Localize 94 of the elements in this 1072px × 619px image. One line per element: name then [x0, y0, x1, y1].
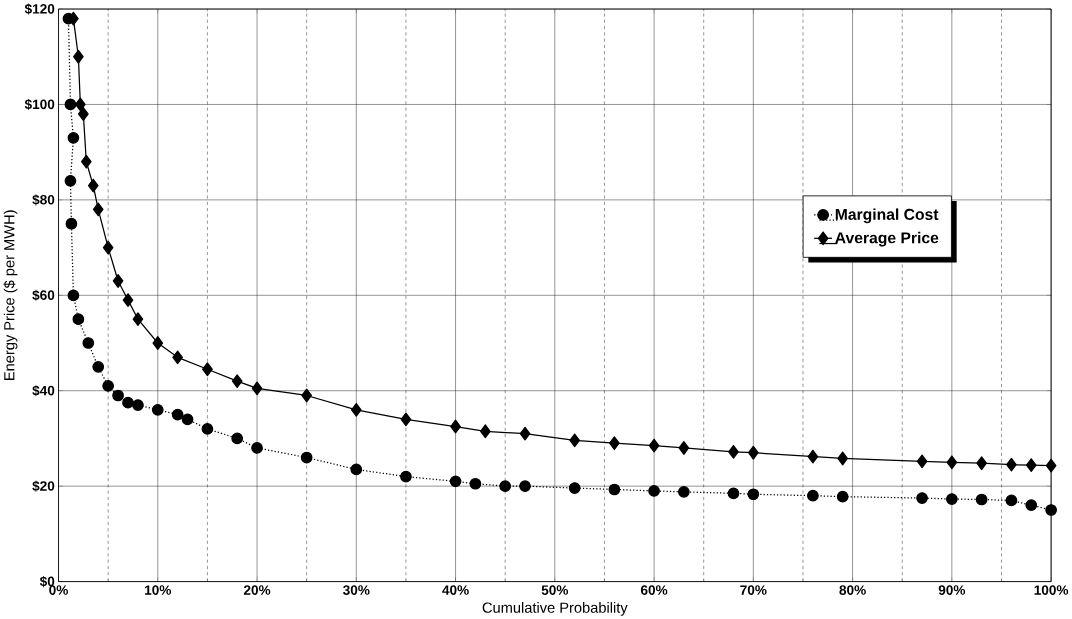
point — [251, 381, 263, 396]
x-axis-title: Cumulative Probability — [482, 601, 628, 616]
point — [569, 433, 581, 448]
point — [181, 413, 194, 426]
point — [87, 178, 99, 193]
point — [132, 312, 144, 326]
point — [400, 412, 412, 427]
point — [519, 426, 531, 441]
point — [112, 389, 124, 402]
point — [946, 455, 958, 470]
point — [64, 174, 77, 187]
point — [201, 422, 214, 435]
point — [747, 488, 760, 500]
point — [152, 335, 164, 350]
y-tick-label: $20 — [32, 480, 55, 492]
y-axis-title: Energy Price ($ per MWH) — [3, 210, 18, 380]
point — [836, 490, 849, 503]
point — [65, 217, 78, 230]
point — [300, 451, 313, 464]
point — [727, 487, 740, 500]
point — [748, 445, 759, 460]
point — [609, 436, 620, 450]
point — [82, 337, 95, 349]
legend-label: Marginal Cost — [835, 208, 939, 224]
point — [92, 360, 105, 373]
point — [80, 154, 92, 169]
point — [172, 350, 183, 365]
x-tick-label: 30% — [343, 585, 370, 595]
x-tick-label: 20% — [243, 585, 271, 595]
y-tick-label: $40 — [32, 385, 55, 397]
point — [102, 379, 115, 392]
point — [151, 403, 164, 416]
point — [1025, 499, 1038, 511]
point — [231, 432, 244, 445]
x-tick-label: 60% — [640, 585, 668, 595]
point — [480, 424, 491, 439]
point — [171, 408, 184, 421]
point — [946, 493, 958, 505]
y-tick-label: $120 — [24, 3, 55, 15]
point — [77, 106, 89, 121]
point — [568, 482, 581, 494]
point — [73, 49, 84, 64]
point — [72, 313, 85, 325]
point — [132, 399, 144, 411]
point — [648, 484, 660, 497]
y-tick-label: $80 — [32, 194, 55, 206]
point — [837, 451, 849, 466]
point — [350, 402, 362, 417]
point — [67, 131, 80, 144]
x-tick-label: 90% — [938, 585, 966, 595]
point — [350, 463, 363, 476]
point — [400, 470, 412, 483]
x-tick-label: 100% — [1034, 585, 1069, 595]
point — [469, 477, 482, 490]
point — [1025, 458, 1037, 472]
point — [301, 388, 313, 403]
x-tick-label: 70% — [740, 585, 767, 595]
point — [122, 396, 134, 409]
x-tick-label: 40% — [442, 585, 469, 595]
x-tick-label: 10% — [145, 585, 172, 595]
point — [499, 480, 512, 492]
x-tick-label: 50% — [541, 585, 569, 595]
y-tick-label: $100 — [24, 98, 55, 110]
point — [112, 273, 124, 288]
legend-label: Average Price — [835, 231, 939, 247]
point — [67, 289, 80, 302]
point — [916, 454, 928, 469]
point — [122, 293, 134, 307]
y-tick-label: $60 — [32, 289, 55, 301]
point — [202, 362, 213, 377]
point — [92, 202, 104, 217]
point — [608, 483, 621, 496]
x-tick-label: 80% — [839, 585, 866, 595]
point — [450, 419, 461, 434]
point — [916, 492, 928, 504]
point — [807, 449, 819, 464]
point — [251, 442, 263, 454]
point — [678, 485, 690, 498]
point — [728, 444, 739, 459]
point — [1005, 494, 1018, 507]
point — [64, 98, 77, 111]
point — [231, 374, 243, 388]
point — [678, 440, 690, 455]
point — [519, 480, 531, 492]
point — [1045, 504, 1057, 516]
point — [1045, 458, 1057, 473]
point — [449, 475, 462, 488]
point — [648, 438, 660, 453]
point — [807, 489, 819, 502]
point — [975, 493, 988, 506]
point — [102, 240, 114, 255]
point — [1006, 457, 1017, 472]
point — [976, 456, 987, 471]
point — [75, 97, 86, 112]
